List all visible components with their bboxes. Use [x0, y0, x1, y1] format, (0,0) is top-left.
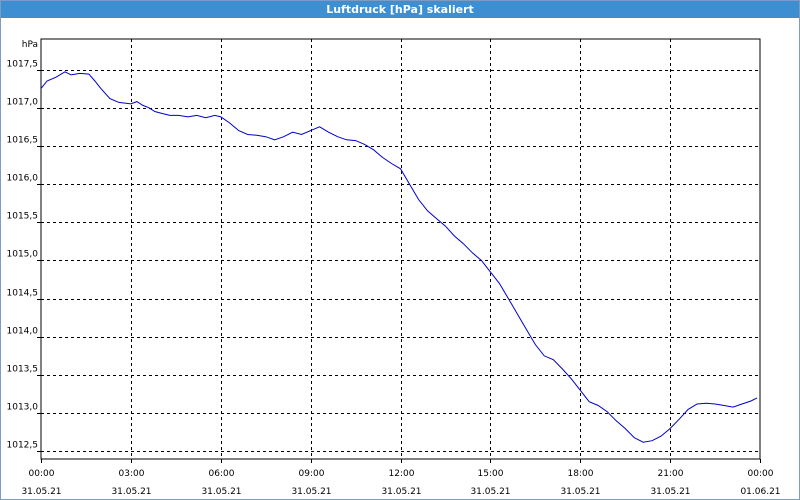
x-tick-time: 00:00: [29, 469, 55, 479]
chart-title: Luftdruck [hPa] skaliert: [1, 1, 799, 18]
y-tick-label: 1015,0: [7, 250, 39, 260]
y-axis-label: hPa: [22, 40, 38, 50]
x-tick-date: 31.05.21: [21, 487, 61, 497]
y-tick-label: 1014,0: [7, 327, 39, 337]
x-tick-time: 00:00: [748, 469, 774, 479]
x-tick-date: 31.05.21: [650, 487, 690, 497]
x-tick-date: 31.05.21: [470, 487, 510, 497]
y-tick-label: 1013,5: [7, 365, 39, 375]
x-tick-time: 09:00: [299, 469, 325, 479]
x-tick-time: 15:00: [478, 469, 504, 479]
plot-area: [40, 38, 761, 460]
x-tick-time: 21:00: [658, 469, 684, 479]
y-tick-label: 1016,0: [7, 174, 39, 184]
y-tick-label: 1012,5: [7, 441, 39, 451]
x-tick-date: 31.05.21: [560, 487, 600, 497]
y-tick-label: 1016,5: [7, 136, 39, 146]
x-tick-time: 06:00: [209, 469, 235, 479]
y-tick-label: 1014,5: [7, 289, 39, 299]
x-tick-time: 12:00: [389, 469, 415, 479]
x-tick-time: 03:00: [119, 469, 145, 479]
y-tick-label: 1015,5: [7, 212, 39, 222]
x-tick-date: 31.05.21: [291, 487, 331, 497]
x-tick-date: 01.06.21: [740, 487, 780, 497]
y-tick-label: 1017,5: [7, 60, 39, 70]
y-tick-label: 1017,0: [7, 98, 39, 108]
x-tick-date: 31.05.21: [201, 487, 241, 497]
series-line: [40, 71, 758, 443]
x-tick-time: 18:00: [568, 469, 594, 479]
x-tick-date: 31.05.21: [381, 487, 421, 497]
y-tick-label: 1013,0: [7, 403, 39, 413]
x-tick-date: 31.05.21: [111, 487, 151, 497]
